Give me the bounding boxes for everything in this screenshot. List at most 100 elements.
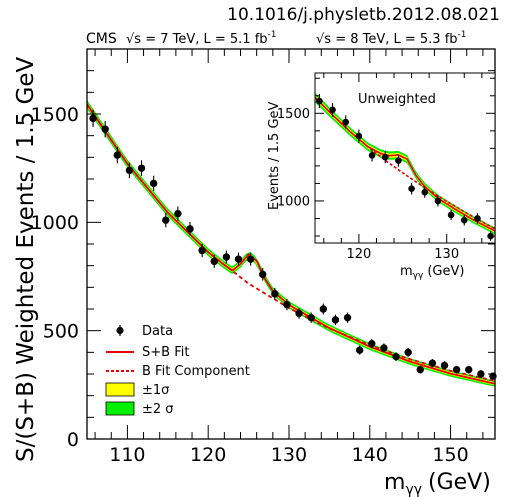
inset-x-axis-unit: (GeV) bbox=[427, 264, 464, 279]
main-data-marker bbox=[452, 365, 461, 374]
inset-data-point bbox=[421, 186, 429, 198]
energy-7tev-text: √s = 7 TeV, L = 5.1 fb bbox=[126, 32, 268, 47]
inset-data-point bbox=[434, 195, 442, 207]
main-data-point bbox=[222, 250, 231, 264]
inset-data-marker bbox=[329, 106, 336, 114]
doi-label: 10.1016/j.physletb.2012.08.021 bbox=[227, 5, 500, 25]
main-data-marker bbox=[343, 313, 352, 322]
main-data-point bbox=[307, 312, 315, 323]
inset-data-marker bbox=[316, 97, 323, 105]
legend-item-2sigma: ±2 σ bbox=[105, 401, 174, 417]
inset-data-marker bbox=[395, 157, 402, 164]
main-data-point bbox=[404, 347, 412, 357]
inset-data-marker bbox=[474, 215, 481, 222]
main-data-point bbox=[295, 307, 303, 319]
main-data-point bbox=[380, 343, 388, 353]
inset-data-marker bbox=[447, 211, 455, 219]
legend-data-label: Data bbox=[142, 324, 173, 339]
main-data-point bbox=[392, 352, 400, 361]
energy-8tev-text: √s = 8 TeV, L = 5.3 fb bbox=[316, 32, 458, 47]
inset-data-point bbox=[474, 213, 481, 224]
main-data-point bbox=[331, 314, 340, 326]
main-data-point bbox=[319, 303, 328, 315]
inset-data-point bbox=[329, 102, 336, 117]
main-data-point bbox=[452, 365, 461, 374]
inset-data-marker bbox=[355, 132, 363, 140]
main-data-point bbox=[137, 160, 146, 176]
inset-x-tick-label: 120 bbox=[346, 247, 371, 262]
legend-item-data: Data bbox=[116, 324, 173, 339]
main-data-marker bbox=[101, 125, 109, 133]
inset-data-marker bbox=[460, 216, 468, 224]
main-y-tick-label: 1000 bbox=[31, 212, 79, 234]
inset-title: Unweighted bbox=[358, 92, 436, 107]
inset-ticks: 120 130 1000 1500 bbox=[277, 73, 495, 262]
inset-data-marker bbox=[381, 153, 389, 161]
main-data-marker bbox=[283, 300, 291, 309]
main-data-marker bbox=[368, 339, 376, 348]
inset-data-marker bbox=[434, 197, 442, 205]
main-data-point bbox=[428, 359, 437, 368]
legend-item-1sigma: ±1σ bbox=[105, 382, 169, 398]
inset-data-marker bbox=[408, 185, 415, 192]
legend: Data S+B Fit B Fit Component ±1σ ±2 σ bbox=[105, 324, 250, 417]
main-y-tick-label: 500 bbox=[43, 321, 79, 343]
main-data-point bbox=[440, 361, 449, 370]
legend-item-b-fit: B Fit Component bbox=[106, 364, 250, 379]
energy-8tev-exponent: -1 bbox=[458, 30, 467, 40]
main-data-marker bbox=[210, 257, 218, 266]
main-y-tick-label: 1500 bbox=[31, 104, 79, 126]
main-data-marker bbox=[259, 270, 267, 279]
main-data-marker bbox=[222, 253, 231, 261]
inset-x-axis-m: m bbox=[400, 264, 413, 279]
main-data-point bbox=[125, 162, 134, 179]
main-data-marker bbox=[392, 352, 400, 361]
main-data-point bbox=[101, 120, 109, 138]
inset-x-axis-title: mγγ (GeV) bbox=[400, 264, 464, 281]
main-data-marker bbox=[331, 316, 340, 324]
main-x-axis-sub: γγ bbox=[405, 482, 422, 497]
main-data-point bbox=[465, 365, 473, 374]
experiment-label: CMS bbox=[86, 31, 117, 47]
main-x-tick-label: 140 bbox=[352, 444, 388, 466]
inset-data-marker bbox=[421, 188, 429, 196]
main-data-marker bbox=[428, 359, 437, 367]
main-x-tick-label: 150 bbox=[432, 444, 468, 466]
main-data-marker bbox=[246, 255, 255, 263]
main-data-marker bbox=[174, 209, 182, 218]
legend-1sigma-swatch bbox=[105, 382, 135, 397]
main-data-point bbox=[271, 287, 279, 300]
main-data-marker bbox=[319, 305, 328, 313]
legend-item-sb-fit: S+B Fit bbox=[106, 345, 189, 360]
inset-data-point bbox=[447, 209, 455, 221]
main-data-marker bbox=[234, 255, 243, 263]
legend-b-fit-label: B Fit Component bbox=[142, 364, 250, 379]
main-data-marker bbox=[149, 179, 158, 188]
inset-data-point bbox=[460, 214, 468, 226]
inset-y-axis-title: Events / 1.5 GeV bbox=[267, 101, 282, 210]
main-data-point bbox=[477, 370, 485, 378]
main-y-axis-title: S/(S+B) Weighted Events / 1.5 GeV bbox=[13, 56, 39, 462]
main-points bbox=[89, 109, 497, 380]
main-data-point bbox=[162, 213, 170, 228]
main-data-point bbox=[234, 252, 243, 266]
main-data-marker bbox=[465, 365, 473, 374]
main-data-marker bbox=[404, 348, 412, 357]
main-data-point bbox=[186, 221, 194, 236]
inset-y-tick-label: 1000 bbox=[277, 195, 310, 210]
inset-x-tick-label: 130 bbox=[434, 247, 459, 262]
legend-data-marker bbox=[116, 326, 124, 335]
main-data-point bbox=[283, 299, 291, 311]
main-data-marker bbox=[113, 151, 121, 159]
main-data-point bbox=[89, 109, 97, 127]
main-data-point bbox=[174, 206, 182, 221]
main-x-axis-unit: (GeV) bbox=[428, 470, 491, 495]
legend-2sigma-swatch bbox=[105, 401, 135, 416]
main-data-marker bbox=[162, 216, 170, 224]
inset-data-point bbox=[316, 94, 323, 109]
legend-1sigma-label: ±1σ bbox=[142, 383, 169, 398]
main-data-point bbox=[113, 147, 121, 164]
main-y-tick-label: 0 bbox=[67, 429, 79, 451]
main-x-axis-m: m bbox=[384, 470, 405, 495]
energy-7tev-exponent: -1 bbox=[268, 30, 277, 40]
